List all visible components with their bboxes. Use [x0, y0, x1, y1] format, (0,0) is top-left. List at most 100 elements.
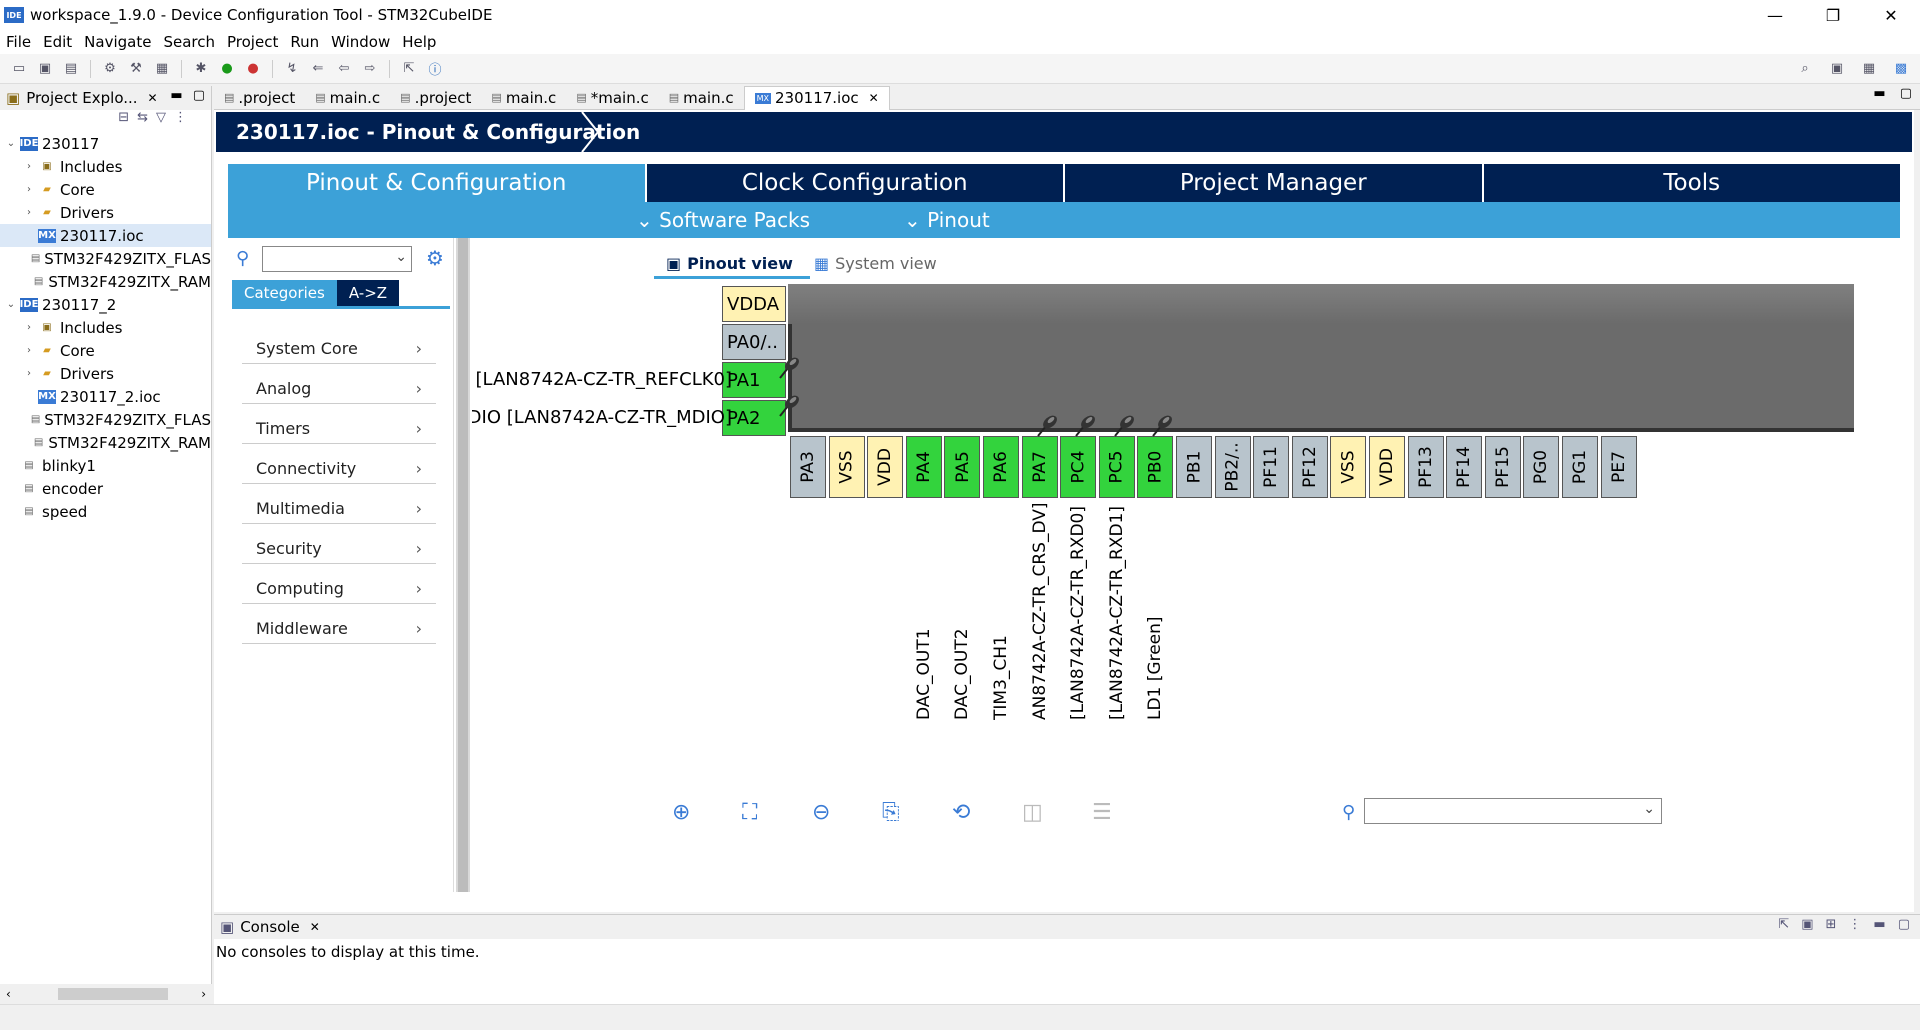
pin-pf14[interactable]: PF14: [1446, 436, 1483, 498]
a-z-toggle[interactable]: A->Z: [336, 280, 400, 306]
pin-pb0[interactable]: PB0: [1137, 436, 1174, 498]
close-icon[interactable]: ✕: [309, 920, 320, 934]
collapse-all-icon[interactable]: ⊟: [118, 110, 130, 125]
menu-search[interactable]: Search: [163, 33, 215, 51]
pin-pf12[interactable]: PF12: [1291, 436, 1328, 498]
tree-item[interactable]: ▤ STM32F429ZITX_RAM: [0, 270, 211, 293]
minimize-view-icon[interactable]: ▬: [170, 88, 183, 103]
pin-console-icon[interactable]: ⇱: [1778, 917, 1790, 932]
save-icon[interactable]: ▣: [38, 61, 52, 76]
category-item[interactable]: Computing ›: [242, 564, 436, 604]
project-explorer-tab[interactable]: ▣ Project Explo... ✕ ▬ ▢: [0, 86, 211, 110]
pin-pg0[interactable]: PG0: [1523, 436, 1560, 498]
chevron-right-icon[interactable]: ›: [27, 345, 31, 356]
editor-tab[interactable]: ▤ .project: [214, 86, 305, 110]
tree-item[interactable]: › ▰ Core: [0, 339, 211, 362]
editor-tab[interactable]: ▤ .project: [390, 86, 481, 110]
tree-item[interactable]: ▤ speed: [0, 500, 211, 523]
tree-item[interactable]: › ▣ Includes: [0, 316, 211, 339]
categories-toggle[interactable]: Categories: [232, 280, 337, 306]
pin-pb2-[interactable]: PB2/..: [1214, 436, 1251, 498]
gear-icon[interactable]: ⚙: [426, 246, 444, 270]
menu-help[interactable]: Help: [402, 33, 437, 51]
close-window-button[interactable]: ✕: [1884, 5, 1898, 25]
new-icon[interactable]: ▭: [12, 61, 26, 76]
category-search-combo[interactable]: ⌄: [262, 246, 412, 272]
view-menu-icon[interactable]: ⋮: [174, 110, 187, 125]
minimize-view-icon[interactable]: ▬: [1873, 917, 1886, 932]
pin-pa0-[interactable]: PA0/..: [722, 324, 786, 360]
pin-vdd[interactable]: VDD: [1369, 436, 1405, 498]
minimize-button[interactable]: —: [1767, 5, 1783, 25]
tree-item[interactable]: ▤ encoder: [0, 477, 211, 500]
prev-edit-icon[interactable]: ⇐: [312, 61, 324, 76]
pinout-view-tab[interactable]: ▣ Pinout view: [666, 254, 793, 273]
category-item[interactable]: Middleware ›: [242, 604, 436, 644]
pinout-menu[interactable]: ⌄ Pinout: [904, 208, 990, 232]
build-icon[interactable]: ⚒: [130, 61, 142, 76]
mx-perspective-icon[interactable]: ▩: [1894, 60, 1908, 76]
settings-icon[interactable]: ⚙: [104, 61, 116, 76]
pin-pa3[interactable]: PA3: [790, 436, 826, 498]
tree-item[interactable]: MX 230117_2.ioc: [0, 385, 211, 408]
close-icon[interactable]: ✕: [868, 91, 879, 105]
display-console-icon[interactable]: ▣: [1801, 917, 1814, 932]
pin-pf13[interactable]: PF13: [1407, 436, 1444, 498]
chevron-right-icon[interactable]: ›: [27, 322, 31, 333]
category-item[interactable]: Timers ›: [242, 404, 436, 444]
main-tab[interactable]: Project Manager: [1065, 164, 1482, 202]
editor-tab[interactable]: ▤ main.c: [305, 86, 390, 110]
link-editor-icon[interactable]: ⇆: [137, 110, 148, 125]
run-icon[interactable]: ●: [221, 61, 233, 76]
category-item[interactable]: Analog ›: [242, 364, 436, 404]
filter-icon[interactable]: ▽: [156, 110, 166, 125]
console-tab[interactable]: ▣ Console ✕ ⇱ ▣ ⊞ ⋮ ▬ ▢: [214, 915, 1920, 939]
panel-splitter[interactable]: [456, 238, 470, 892]
chevron-right-icon[interactable]: ›: [27, 184, 31, 195]
fit-to-window-icon[interactable]: ⛶: [742, 800, 758, 825]
main-tab[interactable]: Clock Configuration: [646, 164, 1063, 202]
pin-pc5[interactable]: PC5: [1098, 436, 1135, 498]
export-image-icon[interactable]: ⎘: [882, 800, 900, 825]
menu-file[interactable]: File: [6, 33, 32, 51]
editor-tab[interactable]: ▤ main.c: [481, 86, 566, 110]
pin-vdda[interactable]: VDDA: [722, 286, 786, 322]
rotate-icon[interactable]: ⟲: [952, 800, 971, 825]
maximize-editor-icon[interactable]: ▢: [1899, 86, 1912, 101]
system-view-tab[interactable]: ▦ System view: [814, 254, 937, 273]
pin-vss[interactable]: VSS: [1330, 436, 1367, 498]
pin-search-combo[interactable]: ⌄: [1364, 798, 1662, 824]
menu-project[interactable]: Project: [227, 33, 279, 51]
category-item[interactable]: System Core ›: [242, 324, 436, 364]
main-tab[interactable]: Tools: [1483, 164, 1900, 202]
back-icon[interactable]: ⇦: [338, 61, 350, 76]
pin-vdd[interactable]: VDD: [867, 436, 904, 498]
category-item[interactable]: Security ›: [242, 524, 436, 564]
pin-pa7[interactable]: PA7: [1021, 436, 1058, 498]
main-tab[interactable]: Pinout & Configuration: [228, 164, 645, 202]
editor-tab[interactable]: ▤ main.c: [659, 86, 744, 110]
pin-pf15[interactable]: PF15: [1484, 436, 1521, 498]
tree-item[interactable]: ▤ blinky1: [0, 454, 211, 477]
tree-item[interactable]: › ▣ Includes: [0, 155, 211, 178]
view-menu-icon[interactable]: ⋮: [1848, 917, 1862, 932]
external-tools-icon[interactable]: ●: [247, 61, 259, 76]
chevron-right-icon[interactable]: ›: [27, 207, 31, 218]
scroll-thumb[interactable]: [58, 988, 168, 1000]
zoom-out-icon[interactable]: ⊖: [812, 800, 831, 825]
chevron-down-icon[interactable]: ⌄: [1643, 801, 1655, 817]
pin-pc4[interactable]: PC4: [1060, 436, 1097, 498]
split-view-icon[interactable]: ◫: [1022, 800, 1043, 825]
menu-run[interactable]: Run: [290, 33, 320, 51]
chevron-down-icon[interactable]: ⌄: [6, 138, 16, 149]
menu-edit[interactable]: Edit: [43, 33, 73, 51]
explorer-horizontal-scrollbar[interactable]: ‹ ›: [0, 984, 212, 1004]
pin-pe7[interactable]: PE7: [1600, 436, 1637, 498]
chevron-right-icon[interactable]: ›: [27, 368, 31, 379]
tree-item[interactable]: › ▰ Drivers: [0, 201, 211, 224]
category-item[interactable]: Connectivity ›: [242, 444, 436, 484]
tree-item[interactable]: MX 230117.ioc: [0, 224, 211, 247]
pin-pg1[interactable]: PG1: [1562, 436, 1598, 498]
scroll-right-icon[interactable]: ›: [201, 987, 206, 1001]
pin-pb1[interactable]: PB1: [1176, 436, 1212, 498]
